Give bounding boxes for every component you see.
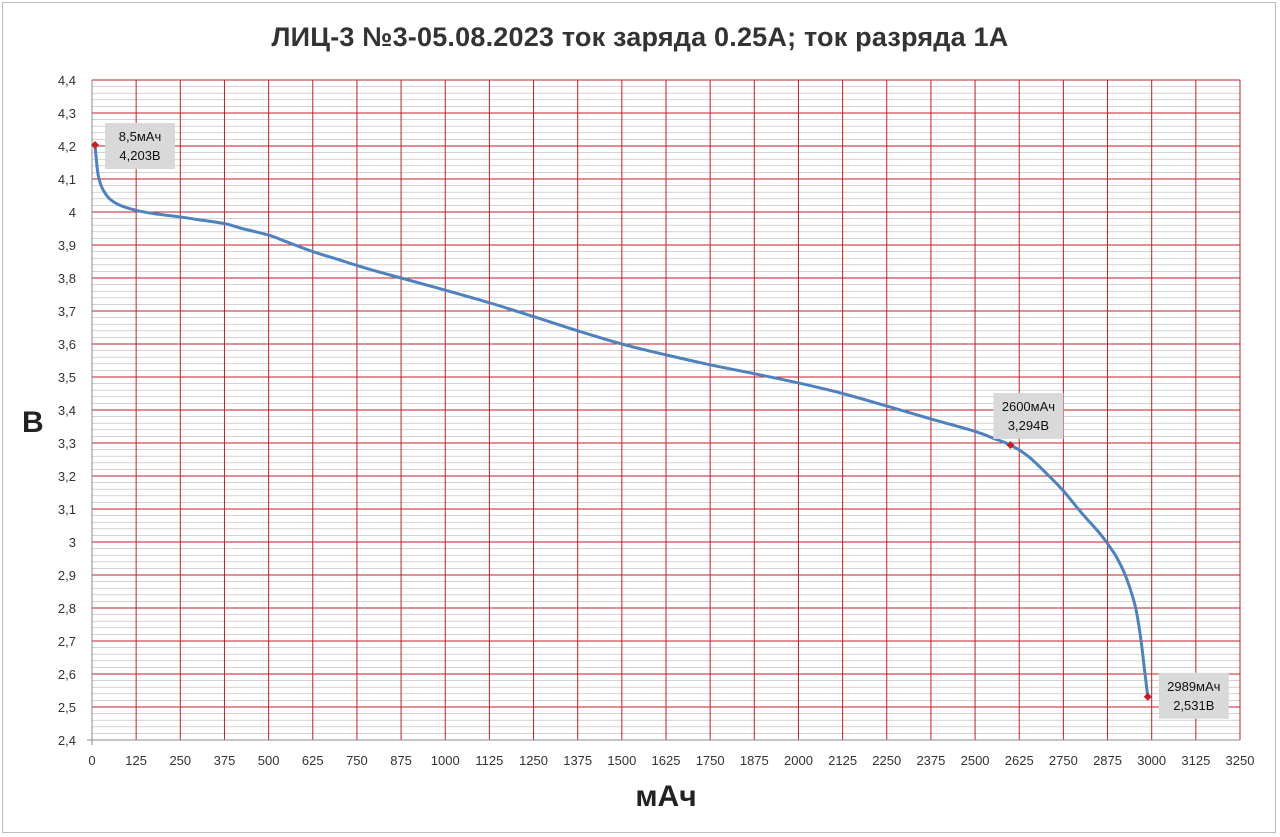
data-label: 8,5мАч 4,203В: [105, 123, 176, 170]
y-tick-label: 4,3: [58, 106, 76, 121]
x-tick-label: 2125: [828, 753, 857, 768]
x-tick-label: 3250: [1226, 753, 1255, 768]
x-tick-label: 750: [346, 753, 368, 768]
x-tick-label: 1375: [563, 753, 592, 768]
x-tick-label: 250: [169, 753, 191, 768]
x-tick-label: 1875: [740, 753, 769, 768]
y-tick-label: 3: [69, 535, 76, 550]
data-label-text: 2600мАч: [1002, 399, 1055, 414]
y-tick-label: 3,1: [58, 502, 76, 517]
x-tick-label: 625: [302, 753, 324, 768]
data-label: 2989мАч 2,531В: [1158, 672, 1229, 719]
x-tick-label: 2250: [872, 753, 901, 768]
x-tick-label: 875: [390, 753, 412, 768]
x-tick-label: 1625: [652, 753, 681, 768]
x-tick-label: 1125: [475, 753, 503, 768]
y-tick-label: 2,9: [58, 568, 76, 583]
y-tick-label: 4,1: [58, 172, 76, 187]
x-tick-label: 1000: [431, 753, 460, 768]
data-label-box: [105, 123, 176, 170]
data-label-box: [993, 392, 1064, 439]
data-label-text: 2989мАч: [1167, 679, 1220, 694]
x-tick-label: 500: [258, 753, 280, 768]
y-tick-label: 2,7: [58, 634, 76, 649]
y-tick-label: 3,9: [58, 238, 76, 253]
x-tick-label: 2625: [1005, 753, 1034, 768]
y-tick-label: 3,3: [58, 436, 76, 451]
data-label-text: 2,531В: [1173, 698, 1214, 713]
y-tick-label: 4,4: [58, 73, 76, 88]
x-tick-label: 0: [88, 753, 95, 768]
x-tick-label: 2375: [916, 753, 945, 768]
y-tick-label: 3,8: [58, 271, 76, 286]
data-label: 2600мАч 3,294В: [993, 392, 1064, 439]
y-tick-label: 3,2: [58, 469, 76, 484]
y-tick-label: 2,4: [58, 733, 76, 748]
y-tick-label: 2,5: [58, 700, 76, 715]
x-axis-label: мАч: [635, 780, 697, 813]
y-tick-label: 4: [69, 205, 76, 220]
x-tick-label: 2875: [1093, 753, 1122, 768]
chart-title: ЛИЦ-3 №3-05.08.2023 ток заряда 0.25А; то…: [271, 22, 1009, 52]
x-tick-label: 3000: [1137, 753, 1166, 768]
y-axis-label: В: [22, 406, 44, 439]
y-tick-label: 3,7: [58, 304, 76, 319]
x-tick-label: 2750: [1049, 753, 1078, 768]
y-tick-label: 3,5: [58, 370, 76, 385]
x-tick-label: 1250: [519, 753, 548, 768]
x-tick-label: 3125: [1181, 753, 1210, 768]
x-tick-label: 125: [125, 753, 147, 768]
x-tick-label: 2000: [784, 753, 813, 768]
y-tick-label: 2,6: [58, 667, 76, 682]
y-tick-label: 2,8: [58, 601, 76, 616]
data-point-marker: [1006, 440, 1015, 449]
y-tick-label: 4,2: [58, 139, 76, 154]
x-tick-label: 1750: [696, 753, 725, 768]
y-tick-label: 3,6: [58, 337, 76, 352]
data-label-text: 3,294В: [1008, 418, 1049, 433]
y-tick-label: 3,4: [58, 403, 76, 418]
series-line: [93, 143, 1150, 699]
x-tick-label: 2500: [961, 753, 990, 768]
x-tick-label: 375: [214, 753, 236, 768]
x-tick-label: 1500: [607, 753, 636, 768]
data-label-box: [1158, 672, 1229, 719]
data-label-text: 8,5мАч: [119, 129, 161, 144]
data-label-text: 4,203В: [119, 148, 160, 163]
data-point-marker: [91, 141, 100, 150]
data-point-marker: [1143, 692, 1152, 701]
